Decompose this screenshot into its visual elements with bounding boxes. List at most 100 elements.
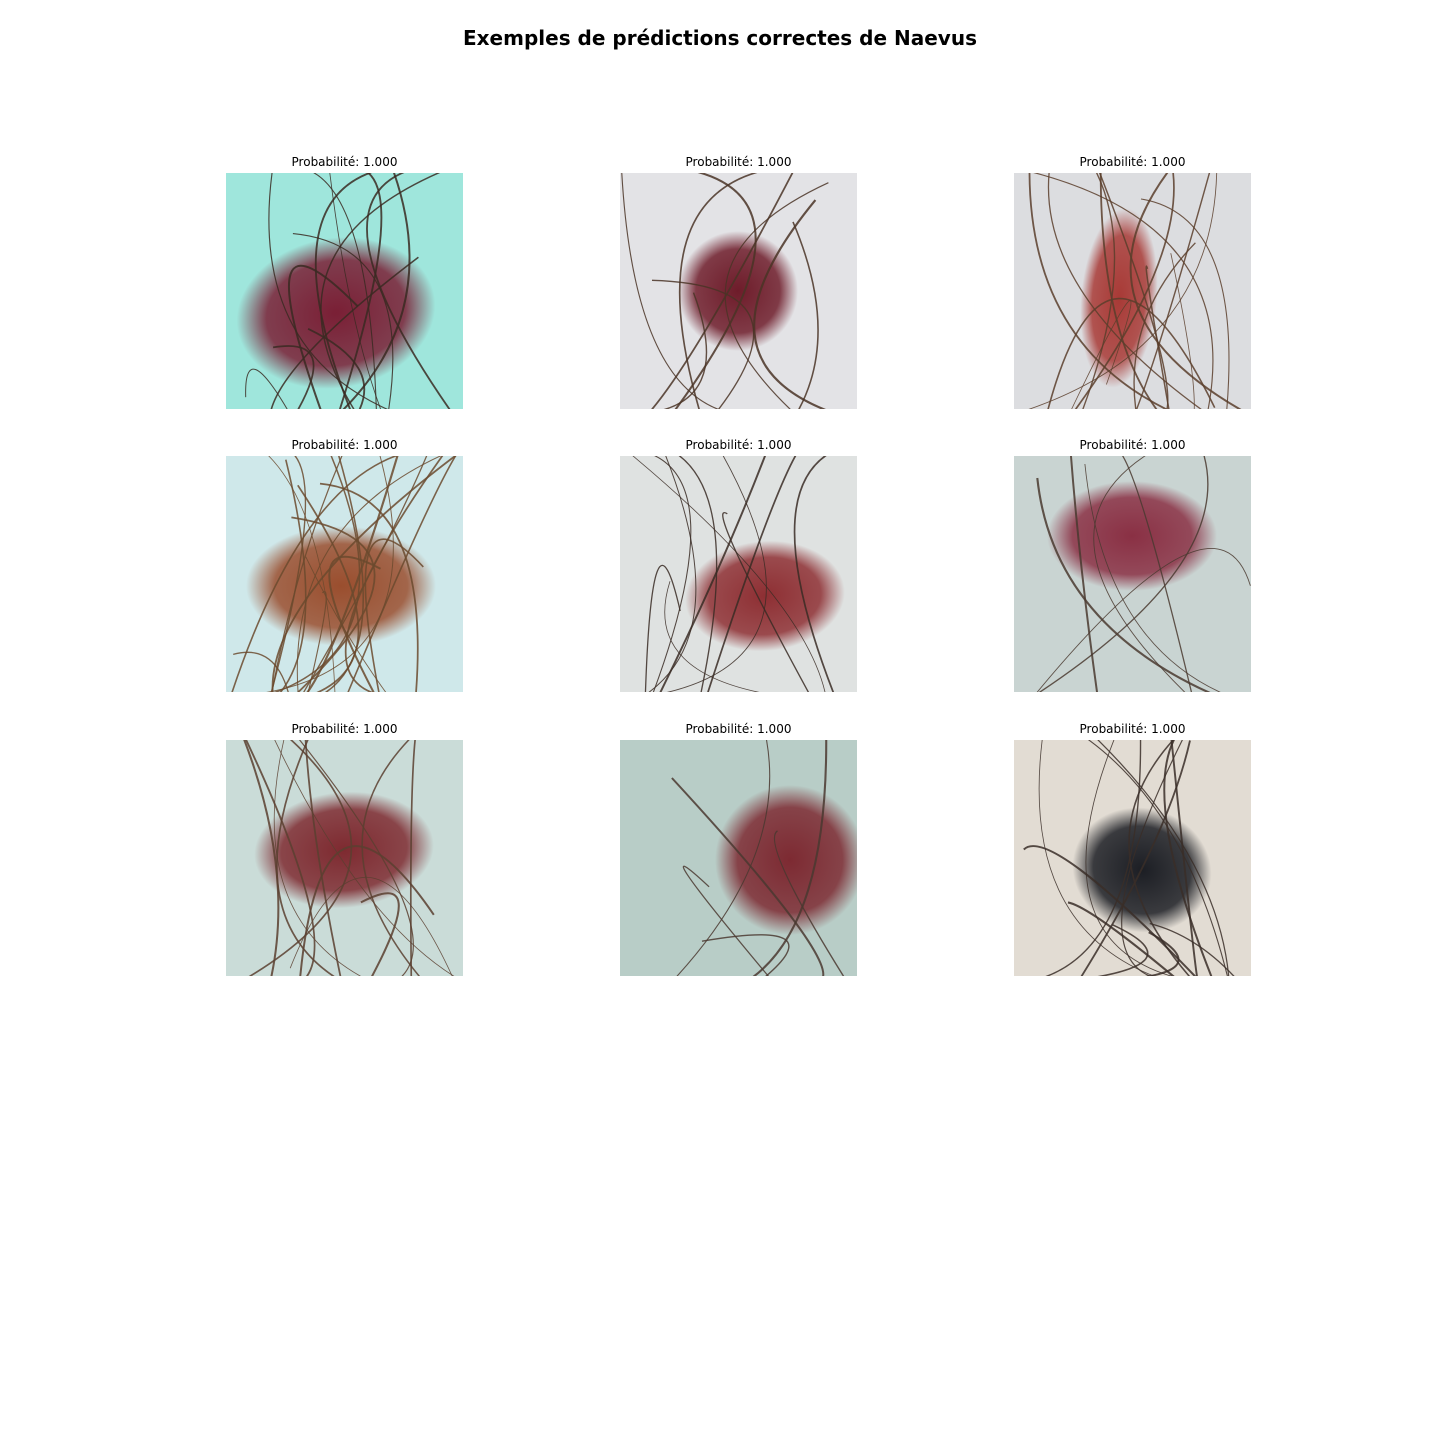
hair-strand <box>1097 923 1149 976</box>
hair-strand <box>1144 931 1180 976</box>
hair-strand <box>268 173 389 409</box>
lesion <box>685 540 845 652</box>
hair-strand <box>1140 198 1230 409</box>
hair-strand <box>1097 740 1230 976</box>
hair-strand <box>338 173 383 409</box>
image-panel-9: Probabilité: 1.000 <box>1014 721 1251 976</box>
image-panel-1: Probabilité: 1.000 <box>226 154 463 409</box>
hair-strand <box>273 740 362 976</box>
hair-strand <box>651 279 755 409</box>
hair-strand <box>1080 740 1191 976</box>
hair-strand <box>279 459 307 692</box>
hair-strand <box>1099 173 1158 409</box>
hair-strand <box>1145 265 1170 409</box>
hair-strand <box>271 456 343 692</box>
hair-strand <box>1036 477 1211 692</box>
hair-strand <box>243 740 280 976</box>
hair-strand <box>1032 173 1214 409</box>
hair-strand <box>304 740 342 976</box>
panel-caption: Probabilité: 1.000 <box>291 438 398 452</box>
hair-strand <box>292 233 394 409</box>
hair-strand <box>1028 173 1169 409</box>
hair-strand <box>273 456 361 692</box>
dermoscopy-image <box>226 456 463 692</box>
hair-strand <box>1121 740 1183 976</box>
panel-caption: Probabilité: 1.000 <box>685 722 792 736</box>
panel-caption: Probabilité: 1.000 <box>291 155 398 169</box>
hair-strand <box>1028 173 1218 409</box>
dermoscopy-image <box>226 740 463 976</box>
hair-strand <box>1082 173 1116 409</box>
hair-strand <box>272 345 315 409</box>
hair-strand <box>701 934 790 976</box>
hair-strand <box>793 456 835 692</box>
hair-strand <box>1093 456 1186 692</box>
hair-strand <box>342 173 411 409</box>
lesion <box>678 231 798 351</box>
hair-strand <box>1170 740 1198 976</box>
hair-strand <box>314 173 373 409</box>
hair-strand <box>274 740 455 976</box>
dermoscopy-image <box>620 740 857 976</box>
panel-caption: Probabilité: 1.000 <box>685 155 792 169</box>
hair-strand <box>305 556 387 692</box>
hair-strand <box>1038 740 1155 976</box>
hair-strand <box>276 740 335 976</box>
panel-caption: Probabilité: 1.000 <box>291 722 398 736</box>
hair-strand <box>347 456 457 692</box>
hair-strand <box>1047 297 1216 409</box>
lesion <box>246 526 436 646</box>
hair-strand <box>296 456 442 692</box>
hair-strand <box>289 876 453 976</box>
hair-strand <box>329 173 382 409</box>
panel-caption: Probabilité: 1.000 <box>685 438 792 452</box>
hair-strand <box>288 264 359 409</box>
hair-strand <box>270 256 419 409</box>
hair-strand <box>753 199 827 409</box>
lesion <box>1047 481 1217 591</box>
lesion <box>254 791 434 909</box>
hair-strand <box>752 740 828 976</box>
hair-strand <box>312 173 377 409</box>
hair-strand <box>1085 740 1173 976</box>
figure-title: Exemples de prédictions correctes de Nae… <box>462 26 977 50</box>
panel-caption: Probabilité: 1.000 <box>1079 722 1186 736</box>
image-panel-3: Probabilité: 1.000 <box>1014 154 1251 409</box>
hair-strand <box>676 740 771 976</box>
hair-strand <box>1163 740 1213 976</box>
image-panel-4: Probabilité: 1.000 <box>226 437 463 692</box>
hair-strand <box>648 456 697 692</box>
hair-strand <box>319 482 419 692</box>
hair-strand <box>298 740 414 976</box>
hair-strand <box>1071 300 1132 409</box>
hair-strand <box>1149 922 1235 976</box>
hair-strand <box>1067 901 1175 976</box>
hair-strand <box>297 484 360 692</box>
hair-strand <box>266 456 394 692</box>
hair-strand <box>361 740 421 976</box>
hair-strand <box>707 456 797 692</box>
hair-strand <box>652 456 692 692</box>
hair-strand <box>1135 173 1211 409</box>
hair-strand <box>306 456 399 692</box>
hair-strand <box>271 456 457 692</box>
dermoscopy-image <box>620 456 857 692</box>
hair-strand <box>409 740 416 976</box>
hair-strand <box>1045 740 1142 976</box>
hair-strand <box>682 865 770 976</box>
hair-strand <box>248 740 353 976</box>
hair-strand <box>663 292 708 409</box>
panel-caption: Probabilité: 1.000 <box>1079 438 1186 452</box>
hair-strand <box>644 564 681 692</box>
image-panel-7: Probabilité: 1.000 <box>226 721 463 976</box>
hair-strand <box>320 173 441 409</box>
panel-caption: Probabilité: 1.000 <box>1079 155 1186 169</box>
hair-strand <box>1038 456 1209 692</box>
hair-strand <box>1023 845 1197 976</box>
hair-strand <box>360 892 400 976</box>
hair-strand <box>1133 242 1196 409</box>
hair-strand <box>1084 463 1221 692</box>
hair-strand <box>659 456 767 692</box>
hair-strand <box>621 173 720 409</box>
hair-strand <box>270 456 307 692</box>
